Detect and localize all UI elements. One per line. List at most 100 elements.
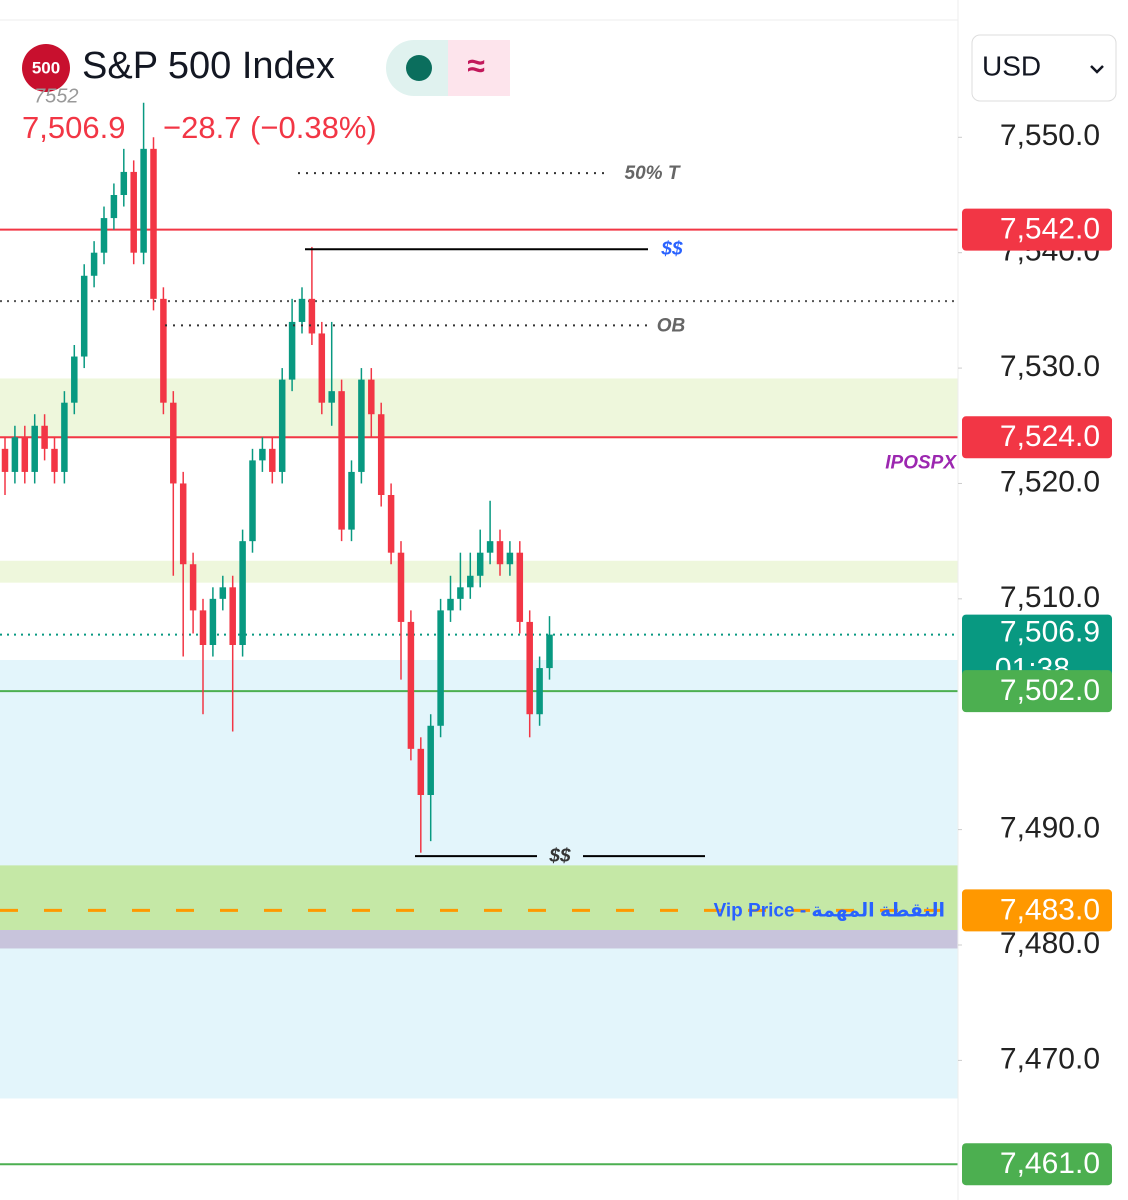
candle-body <box>496 541 504 565</box>
price-tag-label: 7,483.0 <box>1000 893 1100 926</box>
candle-body <box>417 748 425 795</box>
candle-body <box>150 148 157 299</box>
zone <box>0 378 958 439</box>
price-tag-label: 7,542.0 <box>1000 213 1100 246</box>
candle-body <box>51 448 58 472</box>
change: −28.7 (−0.38%) <box>163 110 377 145</box>
candle-body <box>308 298 316 334</box>
annotation-label: $$ <box>548 846 571 867</box>
price-tag-label: 7,502.0 <box>1000 674 1100 707</box>
annotation-label: IPOSPX <box>885 453 957 474</box>
candle-body <box>467 575 474 588</box>
currency: USD <box>982 50 1041 81</box>
status-dot <box>406 55 432 81</box>
candle-body <box>407 621 415 749</box>
annotation-label: 50% T <box>625 163 681 184</box>
candle-body <box>140 148 147 253</box>
candle-body <box>288 321 296 380</box>
badge-text: 500 <box>32 58 60 77</box>
candle-body <box>61 402 68 472</box>
candle-body <box>1 448 9 472</box>
high-label: 7552 <box>34 85 79 107</box>
candle-body <box>338 391 345 530</box>
chart-title: S&P 500 Index <box>82 45 335 87</box>
candle-body <box>229 587 236 645</box>
candle-body <box>269 448 276 472</box>
badge <box>22 44 70 92</box>
y-tick-label: 7,490.0 <box>1000 812 1100 845</box>
candle-body <box>476 552 484 576</box>
candle-body <box>160 298 167 403</box>
tags: 7,542.07,524.07,506.901:387,502.07,483.0… <box>962 208 1112 1186</box>
candle-body <box>546 634 553 669</box>
candle-body <box>387 495 395 553</box>
y-tick-label: 7,470.0 <box>1000 1042 1100 1075</box>
candle-body <box>536 668 543 715</box>
candles <box>1 102 553 853</box>
zone <box>0 865 958 930</box>
candle-body <box>427 725 434 795</box>
candle-body <box>298 298 306 322</box>
candle-body <box>199 610 207 645</box>
price-tag-label: 7,506.9 <box>1000 616 1100 649</box>
candle-body <box>179 483 187 565</box>
y-tick-label: 7,480.0 <box>1000 927 1100 960</box>
annotations: 50% T $$ OB $$ IPOSPX Vip Price - النقطة المه… <box>165 163 957 921</box>
price-tag <box>962 416 1112 459</box>
dropdown-arrow <box>1090 65 1104 74</box>
candle-body <box>437 610 444 726</box>
candle-body <box>189 564 197 611</box>
candle-body <box>318 333 326 403</box>
candle-body <box>506 552 514 565</box>
candle-body <box>486 541 494 553</box>
y-tick-label: 7,530.0 <box>1000 350 1100 383</box>
candle-body <box>249 460 256 542</box>
status-pill-right <box>448 40 510 96</box>
levels <box>0 228 958 1166</box>
currency-select[interactable] <box>971 34 1117 102</box>
candle-body <box>11 437 19 472</box>
candle-body <box>526 621 533 715</box>
candle-body <box>259 448 266 461</box>
candle-body <box>278 379 286 472</box>
candle-body <box>328 391 335 403</box>
candle-body <box>110 195 118 219</box>
header: 500 S&P 500 Index ≈ 7552 7,506.9 −28.7 (… <box>22 34 1117 145</box>
price-tag-label: 7,524.0 <box>1000 420 1100 453</box>
candle-body <box>71 356 78 403</box>
candle-body <box>170 402 177 484</box>
annotation-label: OB <box>657 315 686 336</box>
axis: 7,470.0 7,480.0 7,490.0 7,510.0 7,520.0 7,530… <box>958 119 1100 1075</box>
price-tag <box>962 670 1112 713</box>
candle-body <box>239 541 246 645</box>
zone <box>0 930 958 949</box>
price: 7,506.9 <box>22 110 125 145</box>
price-tag-label: 7,461.0 <box>1000 1147 1100 1180</box>
candle-body <box>120 171 128 195</box>
zones <box>0 378 958 1099</box>
price-tag <box>962 1143 1112 1186</box>
candle-body <box>80 275 88 357</box>
y-tick-label: 7,520.0 <box>1000 465 1100 498</box>
candle-body <box>209 598 217 645</box>
candle-body <box>368 379 375 415</box>
candle-body <box>100 218 108 253</box>
candle-body <box>447 598 454 611</box>
candle-body <box>358 379 365 472</box>
candle-body <box>21 437 29 472</box>
price-tag <box>962 208 1112 251</box>
price-tag <box>962 889 1112 932</box>
annotation-label: Vip Price - النقطة المهمة <box>714 900 945 921</box>
candle-body <box>90 252 98 276</box>
y-tick-label: 7,510.0 <box>1000 581 1100 614</box>
candle-body <box>348 471 355 530</box>
candle-body <box>41 425 48 449</box>
candle-body <box>219 587 227 599</box>
candle-body <box>457 587 464 599</box>
candle-body <box>516 552 524 622</box>
status-icon: ≈ <box>467 47 485 83</box>
candle-body <box>377 414 385 495</box>
annotation-label: $$ <box>660 239 683 260</box>
candle-body <box>31 425 38 472</box>
